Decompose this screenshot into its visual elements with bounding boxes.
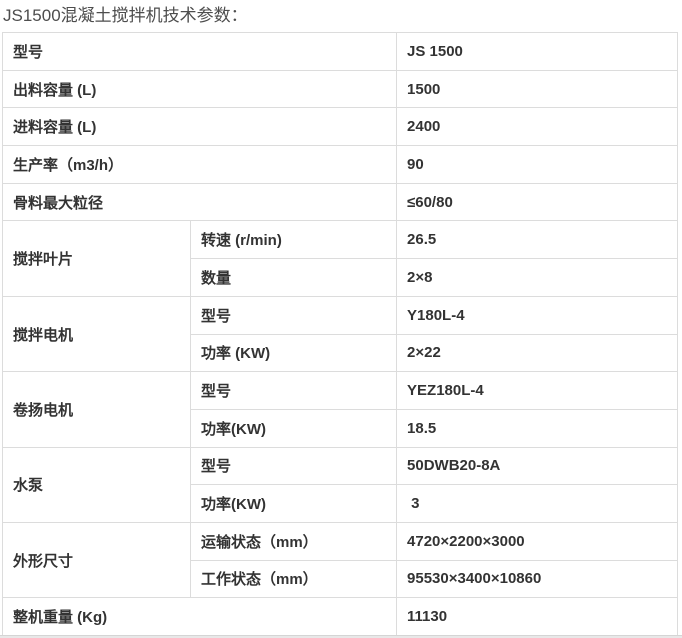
table-row: 型号 JS 1500: [1, 32, 678, 71]
sub-spec-label: 工作状态（mm）: [189, 559, 398, 599]
bottom-divider: [0, 635, 682, 638]
spec-table: 型号 JS 1500 出料容量 (L) 1500 进料容量 (L) 2400 生…: [1, 32, 678, 636]
table-row: 进料容量 (L) 2400: [1, 107, 678, 147]
table-row: 功率 (KW) 2×22: [3, 333, 678, 373]
spec-value: JS 1500: [396, 32, 678, 71]
spec-value: 50DWB20-8A: [396, 446, 678, 486]
table-row: 工作状态（mm） 95530×3400×10860: [3, 559, 678, 599]
spec-value: 18.5: [396, 408, 678, 448]
page-title: JS1500混凝土搅拌机技术参数：: [3, 6, 248, 25]
spec-value: 90: [396, 145, 678, 184]
spec-value: 2400: [396, 107, 678, 147]
table-row: 卷扬电机 型号 YEZ180L-4: [2, 371, 678, 448]
spec-group-label: 卷扬电机: [2, 371, 191, 448]
sub-spec-label: 数量: [189, 258, 398, 297]
table-row: 功率(KW) 3: [3, 484, 678, 523]
sub-spec-label: 型号: [189, 295, 398, 335]
spec-value: ≤60/80: [396, 182, 678, 222]
sub-spec-label: 转速 (r/min): [189, 220, 398, 260]
table-row: 功率(KW) 18.5: [3, 408, 678, 448]
table-row: 搅拌电机 型号 Y180L-4: [2, 295, 678, 373]
spec-group-label: 外形尺寸: [2, 521, 191, 599]
sub-spec-label: 功率(KW): [189, 408, 398, 448]
spec-label: 出料容量 (L): [1, 69, 398, 109]
sub-spec-label: 功率(KW): [189, 484, 398, 523]
spec-label: 型号: [1, 32, 398, 71]
spec-value: 11130: [396, 597, 678, 636]
table-row: 水泵 型号 50DWB20-8A: [2, 446, 678, 523]
spec-value: 3: [396, 484, 678, 523]
spec-value: YEZ180L-4: [396, 371, 678, 410]
table-row: 搅拌叶片 转速 (r/min) 26.5: [2, 220, 678, 297]
spec-value: Y180L-4: [396, 295, 678, 335]
table-row: 骨料最大粒径 ≤60/80: [1, 182, 678, 222]
spec-label: 生产率（m3/h）: [1, 145, 398, 184]
spec-label: 骨料最大粒径: [1, 182, 398, 222]
table-row: 数量 2×8: [3, 258, 678, 297]
spec-value: 2×8: [396, 258, 678, 297]
table-row: 生产率（m3/h） 90: [1, 145, 678, 184]
spec-value: 95530×3400×10860: [396, 559, 678, 599]
sub-spec-label: 型号: [189, 446, 398, 486]
table-row: 外形尺寸 运输状态（mm） 4720×2200×3000: [2, 521, 678, 599]
spec-group-label: 搅拌叶片: [2, 220, 191, 297]
spec-label: 整机重量 (Kg): [1, 597, 398, 636]
spec-group-label: 水泵: [2, 446, 191, 523]
sub-spec-label: 型号: [189, 371, 398, 410]
spec-value: 2×22: [396, 333, 678, 373]
spec-label: 进料容量 (L): [1, 107, 398, 147]
table-row: 整机重量 (Kg) 11130: [1, 597, 678, 636]
spec-group-label: 搅拌电机: [2, 295, 191, 373]
sub-spec-label: 功率 (KW): [189, 333, 398, 373]
spec-value: 4720×2200×3000: [396, 521, 678, 561]
spec-value: 1500: [396, 69, 678, 109]
spec-value: 26.5: [396, 220, 678, 260]
sub-spec-label: 运输状态（mm）: [189, 521, 398, 561]
table-row: 出料容量 (L) 1500: [1, 69, 678, 109]
